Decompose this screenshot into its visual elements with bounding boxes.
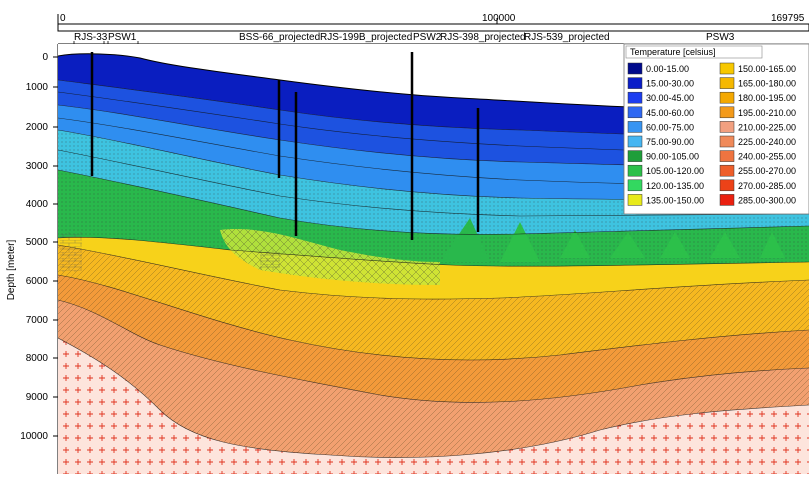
legend-label: 270.00-285.00	[738, 181, 796, 191]
x-tick-0: 0	[60, 13, 66, 24]
x-tick-2: 169795	[771, 13, 805, 24]
legend-swatch	[719, 106, 735, 119]
legend-swatch	[627, 77, 643, 89]
legend-label: 150.00-165.00	[738, 64, 796, 74]
legend-swatch	[627, 135, 643, 148]
legend-label: 90.00-105.00	[646, 152, 699, 162]
legend-label: 105.00-120.00	[646, 166, 704, 176]
x-axis-bar	[57, 23, 809, 32]
well-label-rjs398: RJS-398_projected	[440, 32, 526, 43]
legend-label: 45.00-60.00	[646, 108, 694, 118]
wells	[90, 52, 480, 240]
legend-swatch	[719, 150, 735, 162]
legend-swatch	[627, 150, 643, 162]
well-label-rjs539: RJS-539_projected	[524, 32, 610, 43]
legend-swatch	[627, 91, 643, 104]
y-tick: 2000	[26, 122, 49, 133]
legend-title: Temperature [celsius]	[630, 47, 716, 57]
legend-swatch	[627, 179, 643, 192]
legend-swatch	[719, 179, 735, 192]
well-label-psw2: PSW2	[413, 32, 442, 43]
well-label-rjs33: RJS-33	[74, 32, 108, 43]
legend-label: 135.00-150.00	[646, 195, 704, 205]
legend-label: 165.00-180.00	[738, 79, 796, 89]
legend-swatch	[719, 77, 735, 89]
legend-label: 195.00-210.00	[738, 108, 796, 118]
y-tick: 5000	[26, 237, 49, 248]
legend-label: 180.00-195.00	[738, 93, 796, 103]
y-tick: 6000	[26, 276, 49, 287]
cross-section	[58, 44, 809, 474]
y-tick: 7000	[26, 315, 49, 326]
legend-label: 30.00-45.00	[646, 93, 694, 103]
legend-label: 255.00-270.00	[738, 166, 796, 176]
legend-swatch	[627, 121, 643, 133]
legend-swatch	[627, 106, 643, 119]
y-tick: 3000	[26, 161, 49, 172]
well-label-rjs199b: RJS-199B_projected	[320, 32, 412, 43]
temperature-legend: Temperature [celsius] 0.00-15.00 15.00-30…	[623, 43, 809, 215]
legend-box	[623, 43, 809, 215]
legend-label: 0.00-15.00	[646, 64, 689, 74]
y-axis-label: Depth [meter]	[6, 239, 17, 300]
legend-swatch	[627, 194, 643, 206]
legend-items: 0.00-15.00 15.00-30.00 30.00-45.00 45.00-60…	[627, 62, 796, 206]
legend-label: 120.00-135.00	[646, 181, 704, 191]
legend-label: 225.00-240.00	[738, 137, 796, 147]
y-tick: 4000	[26, 199, 49, 210]
legend-label: 285.00-300.00	[738, 195, 796, 205]
x-tick-1: 100000	[482, 13, 516, 24]
legend-label: 210.00-225.00	[738, 122, 796, 132]
y-tick: 0	[42, 52, 48, 63]
legend-title-box	[625, 45, 763, 59]
y-tick: 9000	[26, 392, 49, 403]
legend-swatch	[719, 194, 735, 206]
legend-label: 75.00-90.00	[646, 137, 694, 147]
well-label-psw1: PSW1	[108, 32, 137, 43]
legend-label: 60.00-75.00	[646, 122, 694, 132]
legend-swatch	[719, 135, 735, 148]
legend-swatch	[719, 121, 735, 133]
y-tick: 10000	[20, 431, 48, 442]
legend-swatch	[719, 91, 735, 104]
legend-swatch	[719, 62, 735, 75]
legend-swatch	[719, 164, 735, 177]
well-label-bss66: BSS-66_projected	[239, 32, 320, 43]
y-tick: 8000	[26, 353, 49, 364]
y-tick: 1000	[26, 82, 49, 93]
legend-label: 15.00-30.00	[646, 79, 694, 89]
legend-label: 240.00-255.00	[738, 152, 796, 162]
legend-swatch	[627, 164, 643, 177]
legend-swatch	[627, 62, 643, 75]
well-label-psw3: PSW3	[706, 32, 735, 43]
y-ticks: 0 1000 2000 3000 4000 5000 6000 7000 800…	[20, 52, 48, 442]
